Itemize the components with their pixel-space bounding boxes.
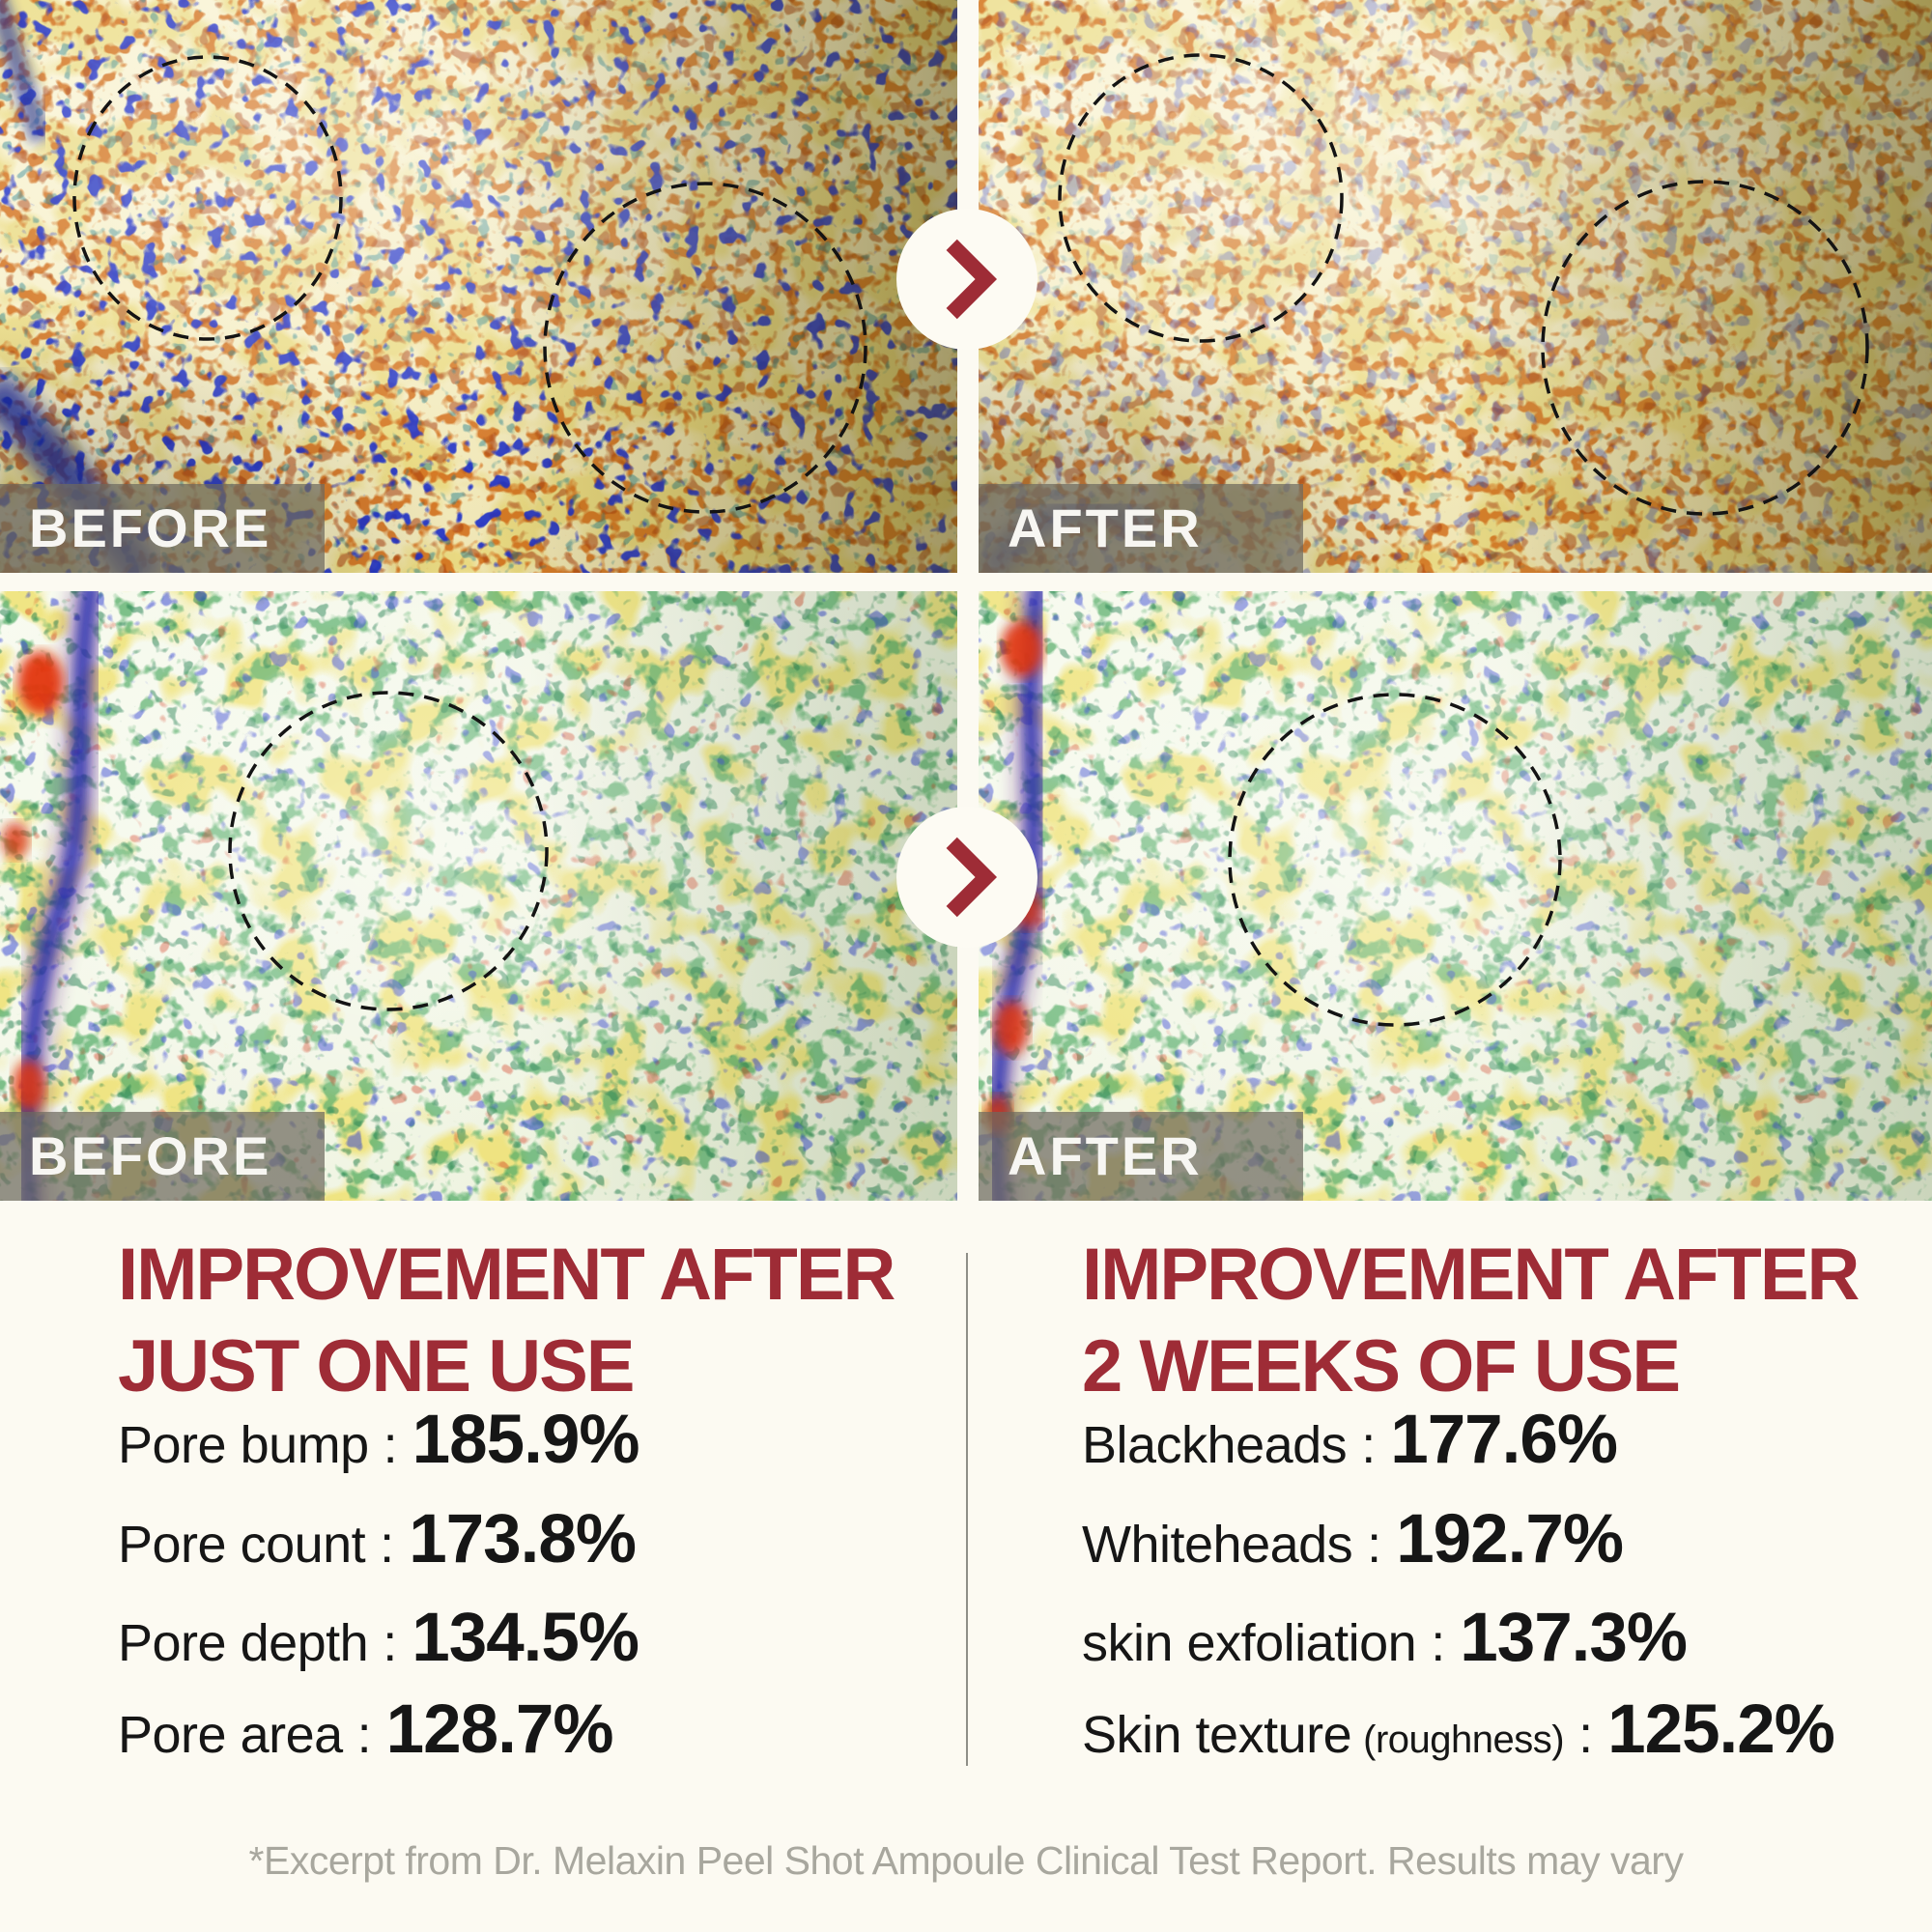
before-label: BEFORE xyxy=(0,1112,325,1201)
stats-heading-two-weeks: IMPROVEMENT AFTER 2 WEEKS OF USE xyxy=(1082,1229,1860,1412)
skin-analysis-texture xyxy=(0,591,957,1201)
analysis-circle xyxy=(1228,693,1562,1027)
stat-value: 192.7% xyxy=(1396,1501,1624,1577)
stat-label-note: (roughness) xyxy=(1363,1719,1565,1761)
stat-row-skin-exfoliation: skin exfoliation : 137.3% xyxy=(1082,1599,1688,1677)
photo-row2-before: BEFORE xyxy=(0,591,957,1201)
analysis-circle xyxy=(1541,180,1869,516)
disclaimer-text: *Excerpt from Dr. Melaxin Peel Shot Ampo… xyxy=(248,1838,1684,1883)
stat-label: Whiteheads xyxy=(1082,1516,1353,1574)
stat-row-skin-texture: Skin texture (roughness) : 125.2% xyxy=(1082,1690,1835,1769)
stat-row-blackheads: Blackheads : 177.6% xyxy=(1082,1401,1618,1479)
stat-label: Pore area xyxy=(118,1706,343,1764)
heading-line: 2 WEEKS OF USE xyxy=(1082,1325,1681,1407)
photo-row1-before: BEFORE xyxy=(0,0,957,573)
stat-row-pore-count: Pore count : 173.8% xyxy=(118,1500,637,1578)
stat-row-whiteheads: Whiteheads : 192.7% xyxy=(1082,1500,1624,1578)
analysis-circle xyxy=(228,691,549,1011)
stat-value: 128.7% xyxy=(385,1691,614,1768)
stat-value: 177.6% xyxy=(1390,1402,1618,1478)
stat-row-pore-depth: Pore depth : 134.5% xyxy=(118,1599,639,1677)
photo-row2-after: AFTER xyxy=(979,591,1932,1201)
stat-row-pore-bump: Pore bump : 185.9% xyxy=(118,1401,639,1479)
stat-separator: : xyxy=(342,1706,386,1764)
stat-label: Pore count xyxy=(118,1516,366,1574)
stats-column-divider xyxy=(966,1253,968,1766)
before-after-arrow-badge xyxy=(896,807,1037,948)
stat-value: 173.8% xyxy=(409,1501,637,1577)
analysis-circle xyxy=(543,182,867,514)
stat-label: Pore depth xyxy=(118,1614,369,1672)
stat-separator: : xyxy=(365,1516,410,1574)
stat-separator: : xyxy=(368,1416,412,1474)
skin-analysis-texture xyxy=(979,0,1932,573)
after-label: AFTER xyxy=(979,484,1303,573)
stat-label: Blackheads xyxy=(1082,1416,1348,1474)
before-label: BEFORE xyxy=(0,484,325,573)
heading-line: IMPROVEMENT AFTER xyxy=(1082,1234,1860,1316)
skin-analysis-texture xyxy=(0,0,957,573)
stat-value: 134.5% xyxy=(412,1600,639,1676)
stats-heading-one-use: IMPROVEMENT AFTER JUST ONE USE xyxy=(118,1229,895,1412)
before-after-arrow-badge xyxy=(896,209,1037,350)
chevron-right-icon xyxy=(946,837,998,918)
after-label: AFTER xyxy=(979,1112,1303,1201)
stat-separator: : xyxy=(1416,1614,1461,1672)
stat-label: Pore bump xyxy=(118,1416,369,1474)
stat-separator: : xyxy=(1347,1416,1391,1474)
stat-value: 185.9% xyxy=(412,1402,640,1478)
skin-analysis-texture xyxy=(979,591,1932,1201)
stat-separator: : xyxy=(1564,1706,1608,1764)
heading-line: JUST ONE USE xyxy=(118,1325,635,1407)
stat-label: skin exfoliation xyxy=(1082,1614,1417,1672)
stat-row-pore-area: Pore area : 128.7% xyxy=(118,1690,614,1769)
chevron-right-icon xyxy=(946,239,998,320)
stat-label: Skin texture xyxy=(1082,1706,1352,1764)
stat-separator: : xyxy=(368,1614,412,1672)
stat-separator: : xyxy=(1352,1516,1397,1574)
stat-value: 137.3% xyxy=(1460,1600,1688,1676)
heading-line: IMPROVEMENT AFTER xyxy=(118,1234,895,1316)
stat-value: 125.2% xyxy=(1607,1691,1835,1768)
analysis-circle xyxy=(1058,53,1344,343)
analysis-circle xyxy=(72,55,343,341)
photo-row1-after: AFTER xyxy=(979,0,1932,573)
